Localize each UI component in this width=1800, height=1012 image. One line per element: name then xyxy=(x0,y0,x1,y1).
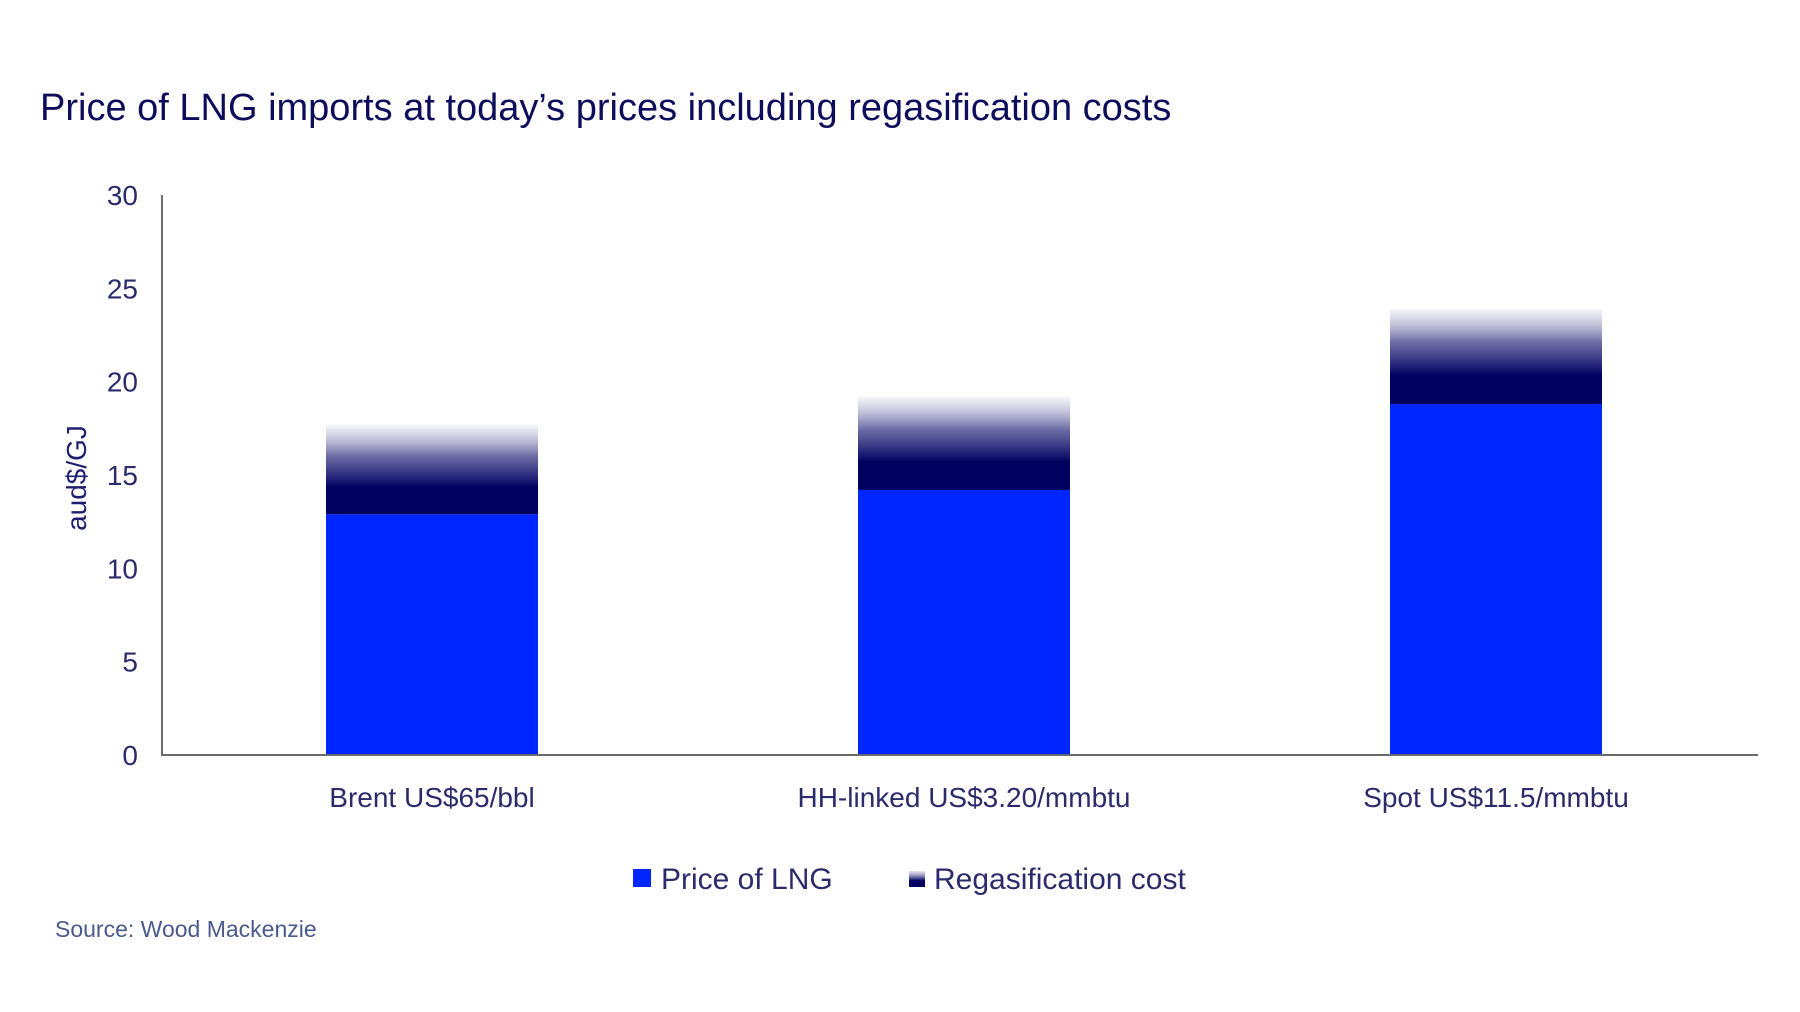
source-note: Source: Wood Mackenzie xyxy=(55,916,317,942)
y-axis-ticks: 0 5 10 15 20 25 30 xyxy=(107,180,138,771)
bar-price-of-lng-2 xyxy=(858,489,1070,755)
bar-price-of-lng-1 xyxy=(326,514,538,755)
y-tick-label: 0 xyxy=(122,740,138,771)
x-category-label: Brent US$65/bbl xyxy=(329,782,534,813)
y-tick-label: 20 xyxy=(107,367,138,398)
legend-label-price-of-lng: Price of LNG xyxy=(661,863,833,896)
legend: Price of LNG Regasification cost xyxy=(633,863,1186,896)
y-tick-label: 15 xyxy=(107,460,138,491)
y-axis-label: aud$/GJ xyxy=(61,425,92,531)
y-tick-label: 30 xyxy=(107,180,138,211)
bar-regasification-cost-1 xyxy=(326,424,538,515)
chart-title: Price of LNG imports at today’s prices i… xyxy=(40,87,1171,129)
y-tick-label: 10 xyxy=(107,553,138,584)
legend-swatch-regasification-cost xyxy=(909,871,925,887)
bar-regasification-cost-3 xyxy=(1390,308,1602,405)
x-category-label: HH-linked US$3.20/mmbtu xyxy=(797,782,1130,813)
bar-regasification-cost-2 xyxy=(858,396,1070,490)
y-tick-label: 25 xyxy=(107,273,138,304)
x-axis-labels: Brent US$65/bbl HH-linked US$3.20/mmbtu Sp… xyxy=(329,782,1629,813)
legend-label-regasification-cost: Regasification cost xyxy=(934,863,1186,896)
bar-price-of-lng-3 xyxy=(1390,404,1602,755)
x-category-label: Spot US$11.5/mmbtu xyxy=(1363,782,1629,813)
y-tick-label: 5 xyxy=(122,647,138,678)
legend-swatch-price-of-lng xyxy=(633,869,651,887)
bars xyxy=(326,308,1602,755)
